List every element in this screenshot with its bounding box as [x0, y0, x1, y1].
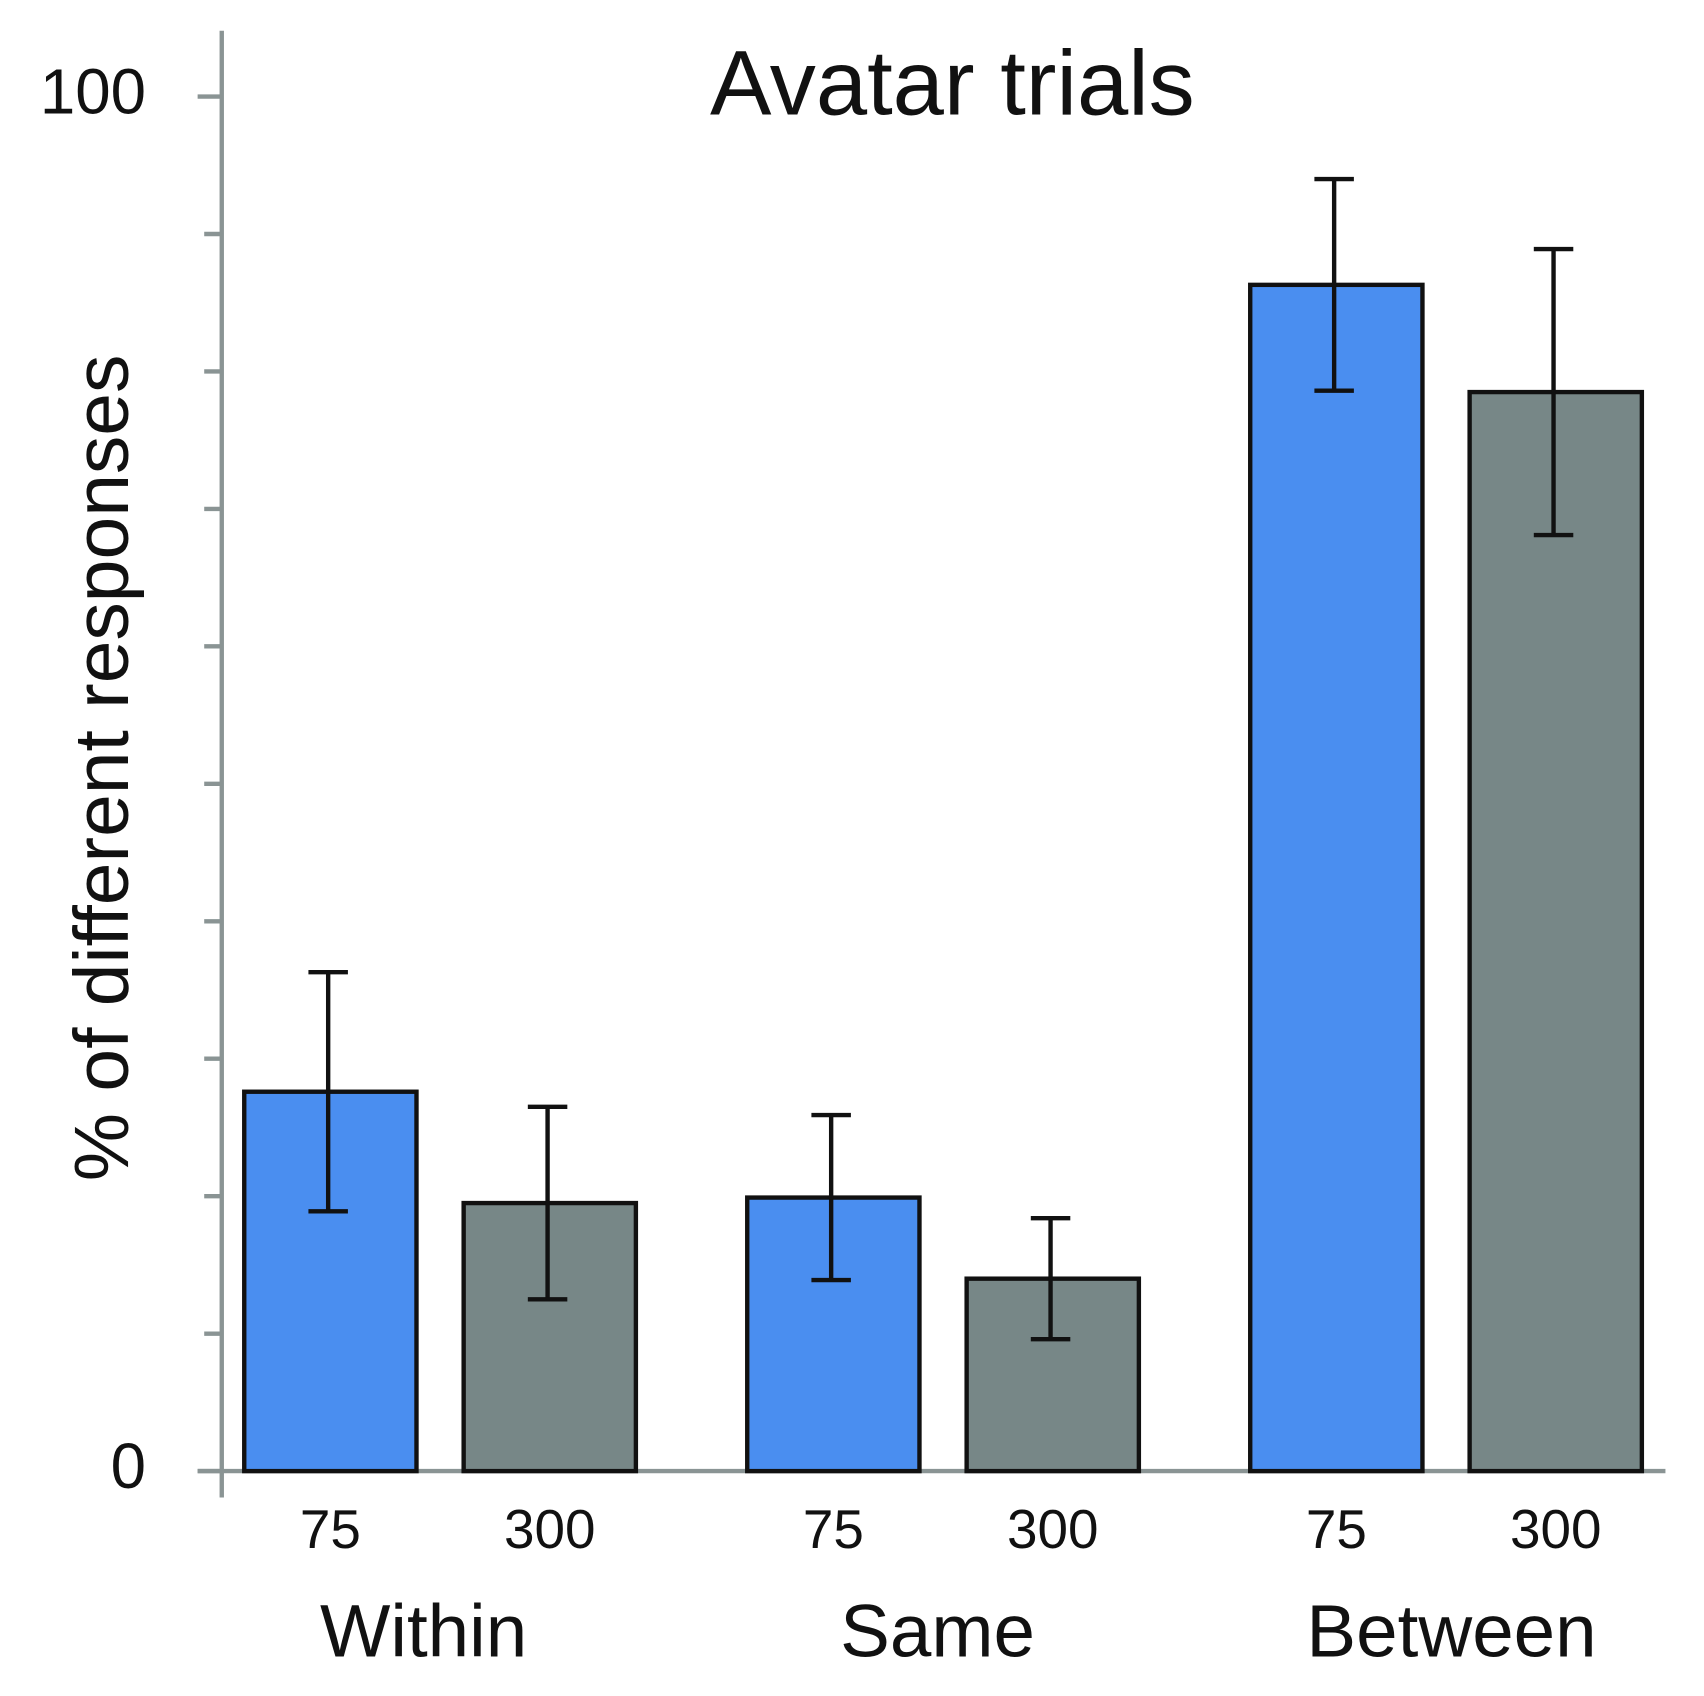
error-bar: [1030, 1215, 1071, 1342]
x-tick-label: 300: [1510, 1498, 1602, 1560]
y-axis-label: % of different responses: [59, 355, 145, 1182]
x-tick-label: 75: [803, 1498, 864, 1560]
x-group-label: Within: [320, 1588, 527, 1672]
x-tick-label: 300: [1007, 1498, 1099, 1560]
y-tick-label: 100: [40, 56, 146, 127]
x-group-label: Same: [840, 1588, 1035, 1672]
x-group-label: Between: [1306, 1588, 1596, 1672]
error-bar: [811, 1112, 851, 1283]
error-bar: [1314, 176, 1354, 393]
bar: [242, 1089, 419, 1474]
error-bar: [308, 969, 348, 1214]
bar: [1467, 389, 1645, 1474]
chart-title: Avatar trials: [710, 31, 1195, 134]
x-tick-label: 75: [300, 1498, 361, 1560]
bar: [1248, 282, 1425, 1474]
y-tick-label: 0: [111, 1431, 146, 1502]
error-bar: [527, 1104, 568, 1302]
x-tick-label: 75: [1306, 1498, 1367, 1560]
error-bar: [1533, 246, 1574, 538]
x-tick-label: 300: [504, 1498, 596, 1560]
